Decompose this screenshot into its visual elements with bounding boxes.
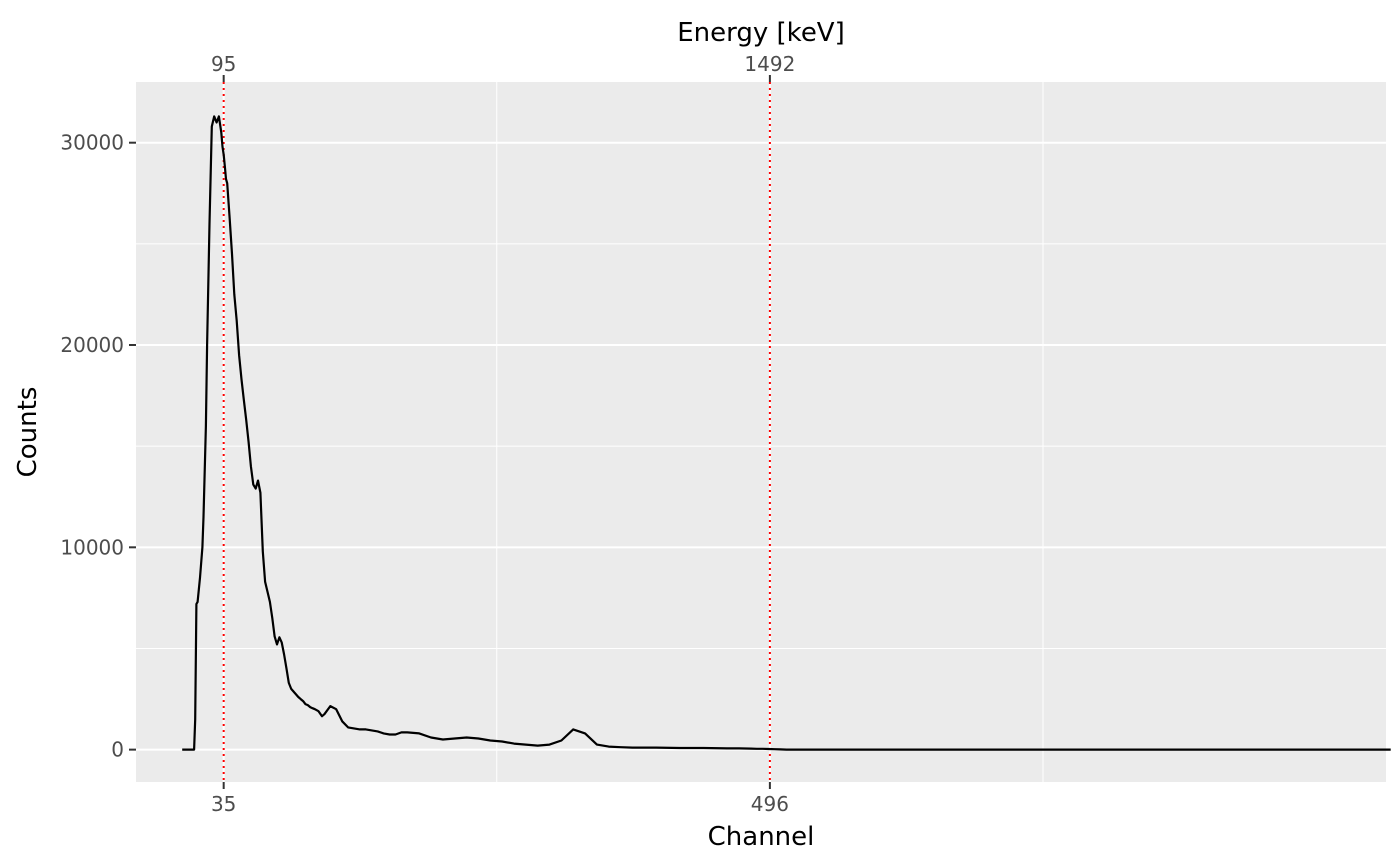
y-tick-label: 30000 (60, 131, 124, 155)
x-axis-ticks: 35 496 (211, 782, 789, 816)
secondary-x-axis-ticks: 95 1492 (211, 52, 795, 82)
x-tick-label: 496 (751, 792, 789, 816)
y-tick-label: 20000 (60, 333, 124, 357)
plot-panel (136, 82, 1386, 782)
x-tick-label: 35 (211, 792, 236, 816)
y-tick-label: 0 (111, 738, 124, 762)
y-axis-title: Counts (13, 387, 43, 478)
y-tick-label: 10000 (60, 535, 124, 559)
series-line (182, 115, 1391, 751)
x2-tick-label: 1492 (744, 52, 795, 76)
x-axis-title: Channel (708, 822, 815, 852)
secondary-x-axis-title: Energy [keV] (677, 18, 845, 48)
x2-tick-label: 95 (211, 52, 236, 76)
marker-lines (222, 82, 771, 782)
y-axis-ticks: 0 10000 20000 30000 (60, 131, 136, 762)
